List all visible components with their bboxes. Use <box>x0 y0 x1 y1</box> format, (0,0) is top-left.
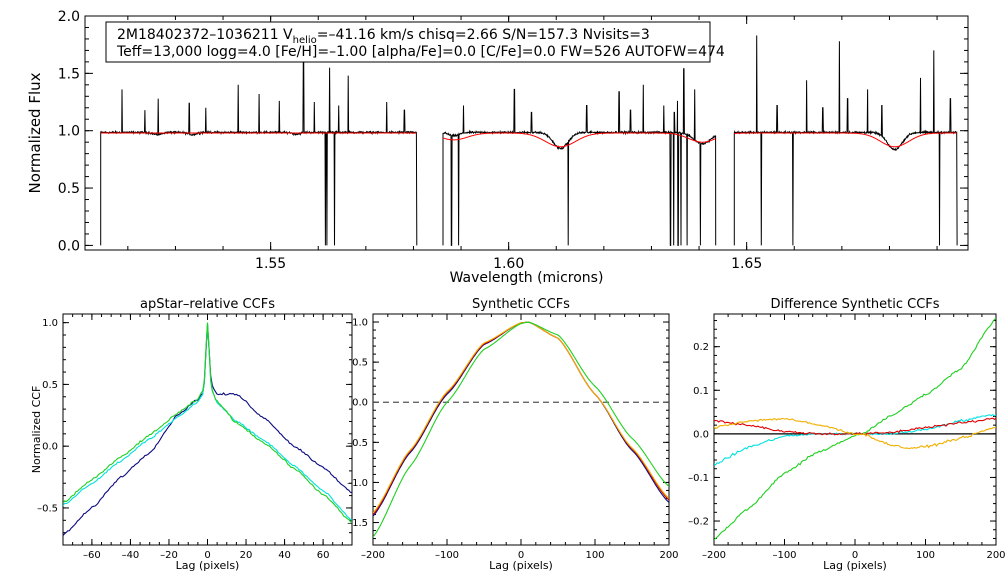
spectrum-ylabel: Normalized Flux <box>26 72 44 193</box>
spectrum-frame <box>84 15 969 251</box>
spectrum-ytick-label: 2.0 <box>58 9 80 25</box>
ccf_synthetic-xtick-label: 0 <box>518 550 524 561</box>
spectrum-xlabel: Wavelength (microns) <box>450 270 604 286</box>
ccf_apstar-xtick-label: 40 <box>278 550 291 561</box>
ccf_synthetic-xlabel: Lag (pixels) <box>489 559 553 572</box>
ccf_difference-title: Difference Synthetic CCFs <box>770 297 939 312</box>
ccf_synthetic-ytick-label: 0.0 <box>352 398 368 409</box>
ccf_apstar-ytick-label: –0.5 <box>37 503 58 514</box>
info-line-2: Teff=13,000 logg=4.0 [Fe/H]=–1.00 [alpha… <box>116 44 725 60</box>
ccf_difference-ytick-label: 0.1 <box>693 386 709 397</box>
ccf_difference-xtick-label: 0 <box>852 550 858 561</box>
ccf_difference-ytick-label: –0.2 <box>688 517 709 528</box>
spectrum-axes: 1.55 1.60 1.65 0.0 0.5 1.0 1.5 2.0 Wavelength (m… <box>26 9 969 286</box>
ccf_apstar-xtick-label: 0 <box>204 550 210 561</box>
ccf_synthetic-xtick-label: 200 <box>659 550 678 561</box>
spectrum-xtick-label: 1.55 <box>255 256 286 272</box>
spectrum-ytick-label: 1.5 <box>58 66 80 82</box>
spectrum-ytick-label: 0.0 <box>58 238 80 254</box>
spectrum-model-chip-3 <box>734 132 957 148</box>
ccf_apstar-xlabel: Lag (pixels) <box>176 559 240 572</box>
ccf_apstar-curves <box>63 322 352 536</box>
synthetic-ccf-panel: –200 –100 0 100 200 –1.5 –1.0 –0.5 0.0 0.5 1.0 Synt… <box>347 297 678 572</box>
ccf_difference-ytick-label: –0.1 <box>688 473 709 484</box>
spectrum-xtick-label: 1.60 <box>493 256 524 272</box>
ccf_synthetic-ytick-label: 1.0 <box>352 318 368 329</box>
ccf_synthetic-title: Synthetic CCFs <box>472 297 570 312</box>
spectrum-ytick-label: 1.0 <box>58 124 80 140</box>
ccf_difference-series-3 <box>714 417 996 436</box>
ccf_apstar-xtick-label: –40 <box>122 550 140 561</box>
ccf_synthetic-curves <box>373 321 669 538</box>
spectrum-plot <box>100 35 958 246</box>
ccf_synthetic-series-3 <box>373 321 669 514</box>
ccf_synthetic-ytick-label: –1.0 <box>347 478 368 489</box>
ccf_apstar-ylabel: Normalized CCF <box>30 386 43 474</box>
spectrum-xtick-label: 1.65 <box>731 256 762 272</box>
ccf_difference-ytick-label: 0.2 <box>693 342 709 353</box>
ccf_apstar-xtick-label: –20 <box>160 550 178 561</box>
ccf_difference-xtick-label: 200 <box>986 550 1005 561</box>
ccf_apstar-xtick-label: –60 <box>83 550 101 561</box>
ccf_synthetic-ytick-label: 0.5 <box>352 358 368 369</box>
ccf_synthetic-xtick-label: –100 <box>435 550 459 561</box>
spectrum-ytick-label: 0.5 <box>58 181 80 197</box>
ccf_apstar-ytick-label: 0.5 <box>42 380 58 391</box>
ccf_apstar-series-3 <box>63 322 352 524</box>
ccf_difference-series-4 <box>714 417 996 450</box>
ccf_difference-xlabel: Lag (pixels) <box>823 559 887 572</box>
ccf_synthetic-ytick-label: –0.5 <box>347 438 368 449</box>
apstar-ccf-panel: –60 –40 –20 0 20 40 60 –0.5 0.0 0.5 1.0 apStar–rela… <box>30 297 353 572</box>
spectrum-curves <box>100 35 958 246</box>
ccf_difference-ytick-label: 0.0 <box>693 429 709 440</box>
ccf_synthetic-xtick-label: –200 <box>361 550 385 561</box>
ccf_apstar-ytick-label: 0.0 <box>42 442 58 453</box>
spectrum-model-chip-2 <box>442 132 716 148</box>
ccf_difference-curves <box>714 317 996 541</box>
ccf_difference-xtick-label: 100 <box>916 550 935 561</box>
ccf_difference-xtick-label: –200 <box>702 550 726 561</box>
ccf_synthetic-ytick-label: –1.5 <box>347 518 368 529</box>
info-box-frame <box>105 21 711 63</box>
ccf_apstar-xtick-label: 60 <box>317 550 330 561</box>
ccf_synthetic-series-4 <box>373 321 669 538</box>
info-box: 2M18402372–1036211 Vhelio=–41.16 km/s ch… <box>105 21 725 63</box>
ccf_apstar-title: apStar–relative CCFs <box>140 297 275 312</box>
difference-ccf-panel: –200 –100 0 100 200 –0.2 –0.1 0.0 0.1 0.2 Differen… <box>688 297 1005 572</box>
ccf_difference-series-1 <box>714 317 996 541</box>
ccf_apstar-xtick-label: 20 <box>240 550 253 561</box>
info-line-1: 2M18402372–1036211 Vhelio=–41.16 km/s ch… <box>117 27 650 46</box>
ccf_synthetic-xtick-label: 100 <box>585 550 604 561</box>
ccf_apstar-ytick-label: 1.0 <box>42 318 58 329</box>
ccf_difference-xtick-label: –100 <box>772 550 796 561</box>
